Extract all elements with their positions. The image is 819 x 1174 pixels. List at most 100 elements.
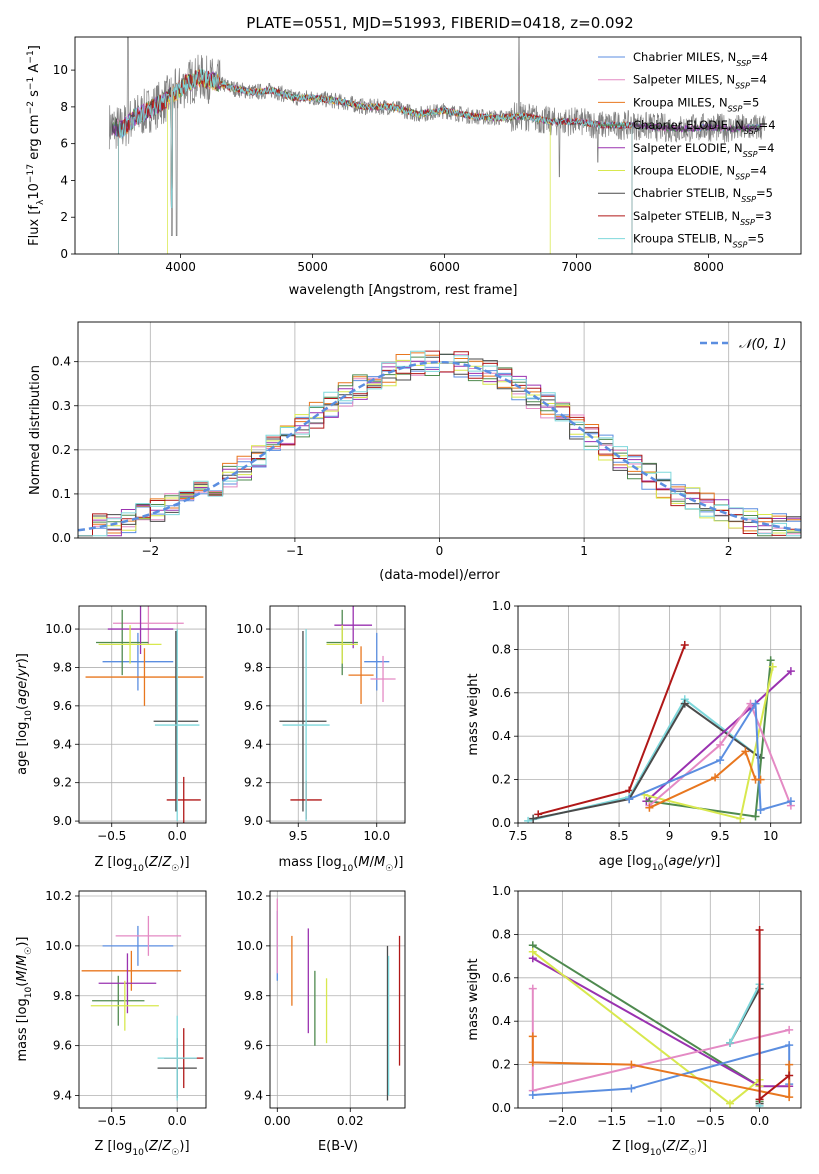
y-axis-label: age [log10(age/yr)]: [15, 653, 34, 775]
spectrum-chart: 4000 5000 6000 7000 8000 0 2 4 6 8 10 wavelength [A…: [26, 36, 802, 298]
x-tick-label: −1: [286, 544, 304, 558]
legend-label-salpeter_miles: Salpeter MILES, NSSP=4: [633, 73, 767, 91]
series-marker-kroupa_elodie: [736, 814, 745, 823]
y-tick-label: 9.4: [53, 1089, 72, 1103]
x-tick-label: 8: [565, 829, 573, 843]
x-axis-label: Z [log10(Z/Z☉)]: [612, 1139, 707, 1158]
x-tick-label: −2: [141, 544, 159, 558]
y-tick-label: 0.2: [492, 1058, 511, 1072]
series-marker-salpeter_stelib: [755, 1095, 764, 1104]
y-tick-label: 9.2: [244, 776, 263, 790]
y-tick-label: 10.0: [45, 622, 72, 636]
y-tick-label: 9.6: [53, 1039, 72, 1053]
series-marker-chabrier_miles: [625, 795, 634, 804]
plot-area: [108, 37, 766, 254]
x-tick-label: 0.0: [168, 829, 187, 843]
plot-area: [79, 606, 206, 823]
series-marker-kroupa_elodie: [726, 1099, 735, 1108]
series-marker-kroupa_miles: [711, 773, 720, 782]
y-tick-label: 9.6: [244, 1039, 263, 1053]
legend-label-kroupa_elodie: Kroupa ELODIE, NSSP=4: [633, 164, 767, 182]
series-marker-kroupa_miles: [741, 747, 750, 756]
x-tick-label: 8.5: [610, 829, 629, 843]
legend-label-chabrier_miles: Chabrier MILES, NSSP=4: [633, 50, 768, 68]
y-tick-label: 0: [60, 247, 68, 261]
y-tick-label: 0.6: [492, 686, 511, 700]
y-axis-label: Flux [fλ10−17 erg cm−2 s−1 A−1]: [26, 45, 46, 246]
data-spectrum-line: [108, 37, 766, 236]
series-line-kroupa_elodie: [644, 666, 774, 820]
y-tick-label: 6: [60, 137, 68, 151]
series-marker-kroupa_elodie: [528, 947, 537, 956]
series-marker-salpeter_miles: [785, 1025, 794, 1034]
series-line-salpeter_stelib: [758, 930, 790, 1102]
x-tick-label: 0: [436, 544, 444, 558]
x-tick-label: 0.0: [750, 1114, 769, 1128]
y-axis-label: mass weight: [466, 673, 481, 755]
histogram-salpeter_stelib: [78, 350, 801, 537]
x-tick-label: −1.0: [646, 1114, 675, 1128]
legend: Chabrier MILES, NSSP=4 Salpeter MILES, NS…: [598, 50, 776, 249]
x-tick-label: 7.5: [508, 829, 527, 843]
axes-frame: [74, 36, 802, 255]
x-tick-label: 5000: [297, 260, 328, 274]
series-line-kroupa_stelib: [527, 697, 762, 822]
series-marker-salpeter_stelib: [785, 1071, 794, 1080]
y-tick-label: 0.2: [492, 773, 511, 787]
y-tick-label: 9.2: [53, 776, 72, 790]
plot-area: [518, 606, 801, 823]
y-tick-label: 9.8: [244, 989, 263, 1003]
y-tick-label: 0.3: [52, 399, 71, 413]
y-tick-label: 0.0: [492, 1101, 511, 1115]
y-tick-label: 10.0: [236, 939, 263, 953]
y-tick-label: 10.2: [45, 889, 72, 903]
series-marker-kroupa_miles: [528, 1032, 537, 1041]
y-tick-label: 9.8: [244, 660, 263, 674]
series-marker-kroupa_miles: [528, 1058, 537, 1067]
y-tick-label: 9.6: [244, 699, 263, 713]
series-line-chabrier_stelib: [532, 702, 762, 820]
series-marker-kroupa_stelib: [524, 816, 533, 823]
age-vs-mass-chart: 9.5 10.0 9.0 9.2 9.4 9.6 9.8 10.0 mass [log10(M/…: [236, 605, 406, 874]
series-marker-chabrier_miles: [785, 1041, 794, 1050]
x-tick-label: 8000: [693, 260, 724, 274]
x-tick-label: −1.5: [597, 1114, 626, 1128]
mass-vs-metallicity-chart: −0.5 0.0 9.4 9.6 9.8 10.0 10.2 Z [log10(Z/Z☉)] m…: [15, 889, 207, 1158]
series-marker-salpeter_elodie: [786, 667, 795, 676]
x-axis-label: Z [log10(Z/Z☉)]: [94, 1139, 189, 1158]
figure-title: PLATE=0551, MJD=51993, FIBERID=0418, z=0…: [246, 14, 633, 32]
x-tick-label: 0.02: [337, 1114, 364, 1128]
axes-frame: [517, 890, 802, 1109]
x-axis-label: age [log10(age/yr)]: [599, 854, 721, 873]
y-tick-label: 9.0: [244, 814, 263, 828]
legend-label-kroupa_miles: Kroupa MILES, NSSP=5: [633, 95, 759, 113]
residuals-histogram-chart: −2 −1 0 1 2 0.0 0.1 0.2 0.3 0.4 (data-model)/error…: [28, 321, 802, 583]
model-spectrum-kroupa_stelib: [118, 68, 633, 254]
y-axis-label: mass [log10(M/M☉)]: [15, 937, 34, 1062]
x-tick-label: −0.5: [696, 1114, 725, 1128]
plot-area: [270, 606, 405, 823]
x-tick-label: 7000: [561, 260, 592, 274]
series-marker-chabrier_miles: [627, 1084, 636, 1093]
y-tick-label: 9.0: [53, 814, 72, 828]
x-axis-label: Z [log10(Z/Z☉)]: [94, 855, 189, 874]
series-line-chabrier_elodie: [649, 660, 772, 818]
series-marker-chabrier_miles: [528, 1090, 537, 1099]
x-tick-label: −0.5: [97, 1114, 126, 1128]
series-marker-salpeter_miles: [716, 740, 725, 749]
series-line-kroupa_elodie: [532, 951, 761, 1105]
x-tick-label: 2: [725, 544, 733, 558]
x-axis-label: mass [log10(M/M☉)]: [279, 855, 404, 874]
y-tick-label: 9.4: [53, 737, 72, 751]
y-tick-label: 10.0: [236, 622, 263, 636]
x-tick-label: 0.0: [168, 1114, 187, 1128]
y-axis-label: mass weight: [466, 958, 481, 1040]
legend-label-chabrier_elodie: Chabrier ELODIE, NSSP=4: [633, 118, 776, 136]
series-marker-chabrier_elodie: [751, 812, 760, 821]
series-marker-chabrier_elodie: [766, 656, 775, 665]
axes-frame: [269, 605, 406, 824]
y-tick-label: 2: [60, 210, 68, 224]
x-tick-label: 1: [580, 544, 588, 558]
x-axis-label: (data-model)/error: [379, 568, 500, 583]
